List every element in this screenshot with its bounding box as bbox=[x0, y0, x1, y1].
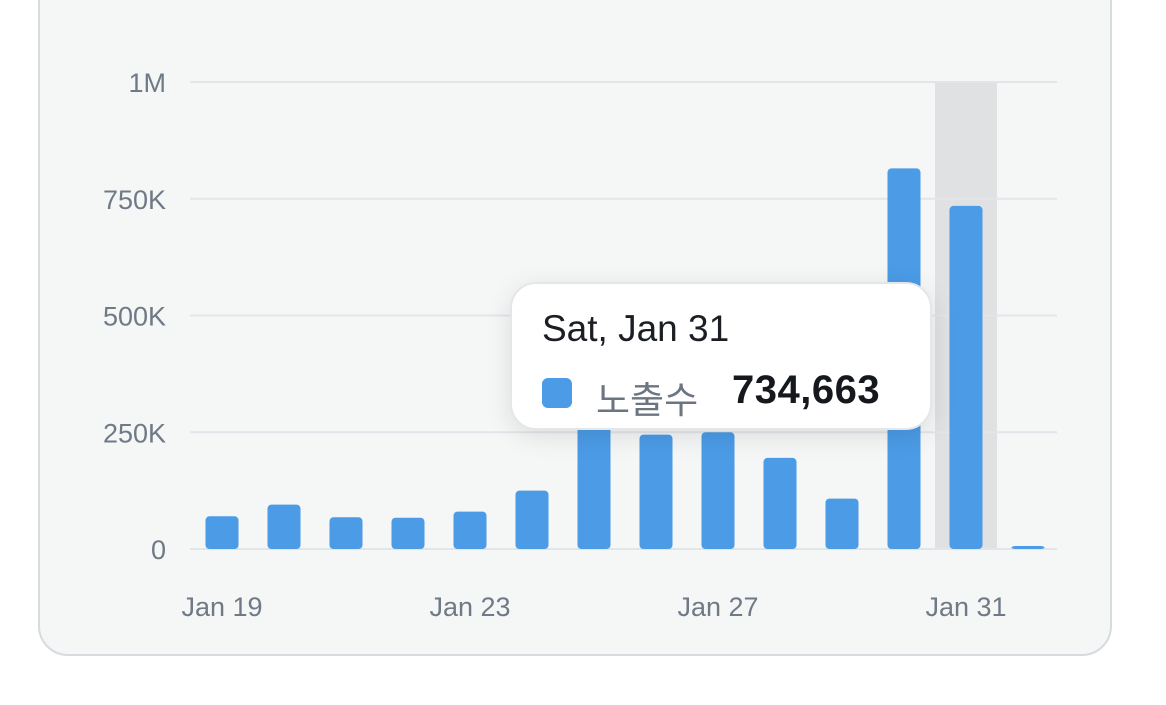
bar[interactable] bbox=[329, 517, 363, 549]
y-tick-label: 250K bbox=[103, 418, 166, 448]
x-tick-label: Jan 31 bbox=[925, 592, 1006, 622]
y-tick-label: 1M bbox=[128, 68, 166, 98]
bar[interactable] bbox=[577, 418, 611, 549]
bar[interactable] bbox=[205, 516, 239, 549]
x-tick-label: Jan 19 bbox=[181, 592, 262, 622]
bar[interactable] bbox=[1011, 546, 1045, 549]
bar[interactable] bbox=[515, 490, 549, 549]
x-tick-label: Jan 23 bbox=[429, 592, 510, 622]
tooltip-series-swatch bbox=[542, 378, 572, 408]
bar[interactable] bbox=[391, 517, 425, 549]
y-tick-label: 0 bbox=[151, 535, 166, 565]
tooltip-value: 734,663 bbox=[732, 368, 881, 412]
bar[interactable] bbox=[639, 434, 673, 549]
tooltip-date: Sat, Jan 31 bbox=[542, 308, 730, 349]
chart-tooltip: Sat, Jan 31 노출수 734,663 bbox=[510, 282, 932, 430]
bar[interactable] bbox=[825, 498, 859, 549]
tooltip-series-label: 노출수 bbox=[596, 380, 699, 421]
bar[interactable] bbox=[949, 205, 983, 549]
bar[interactable] bbox=[267, 504, 301, 549]
x-tick-label: Jan 27 bbox=[677, 592, 758, 622]
bar[interactable] bbox=[453, 511, 487, 549]
y-tick-label: 500K bbox=[103, 302, 166, 332]
bar[interactable] bbox=[701, 432, 735, 549]
bar[interactable] bbox=[763, 457, 797, 549]
y-tick-label: 750K bbox=[103, 185, 166, 215]
